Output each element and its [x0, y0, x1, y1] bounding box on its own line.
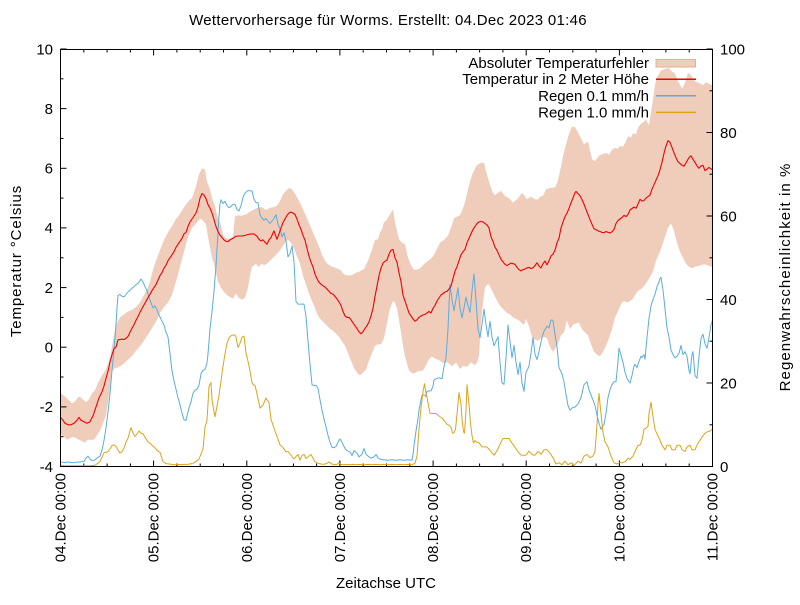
- svg-text:05.Dec 00:00: 05.Dec 00:00: [146, 473, 163, 562]
- svg-text:09.Dec 00:00: 09.Dec 00:00: [518, 473, 535, 562]
- svg-text:Regen 1.0 mm/h: Regen 1.0 mm/h: [538, 105, 649, 122]
- svg-text:Wettervorhersage für Worms. Er: Wettervorhersage für Worms. Erstellt: 04…: [189, 12, 587, 29]
- svg-text:-4: -4: [40, 459, 53, 476]
- svg-text:Zeitachse UTC: Zeitachse UTC: [336, 575, 436, 592]
- svg-text:60: 60: [720, 208, 737, 225]
- svg-text:Absoluter Temperaturfehler: Absoluter Temperaturfehler: [468, 55, 649, 72]
- svg-text:100: 100: [720, 41, 745, 58]
- svg-text:2: 2: [45, 280, 53, 297]
- svg-text:Temperatur in 2 Meter Höhe: Temperatur in 2 Meter Höhe: [462, 71, 649, 88]
- svg-text:4: 4: [45, 220, 53, 237]
- svg-text:80: 80: [720, 125, 737, 142]
- svg-text:0: 0: [45, 340, 53, 357]
- svg-text:8: 8: [45, 101, 53, 118]
- svg-text:10.Dec 00:00: 10.Dec 00:00: [611, 473, 628, 562]
- svg-text:Temperatur °Celsius: Temperatur °Celsius: [8, 185, 25, 337]
- svg-text:11.Dec 00:00: 11.Dec 00:00: [705, 473, 722, 561]
- svg-text:20: 20: [720, 375, 737, 392]
- svg-text:04.Dec 00:00: 04.Dec 00:00: [53, 473, 70, 562]
- svg-text:0: 0: [720, 459, 728, 476]
- svg-text:06.Dec 00:00: 06.Dec 00:00: [239, 473, 256, 562]
- svg-text:Regenwahrscheinlichkeit in %: Regenwahrscheinlichkeit in %: [777, 163, 794, 392]
- svg-text:10: 10: [36, 41, 53, 58]
- svg-text:-2: -2: [40, 399, 53, 416]
- svg-text:6: 6: [45, 161, 53, 178]
- svg-text:40: 40: [720, 292, 737, 309]
- svg-text:07.Dec 00:00: 07.Dec 00:00: [332, 473, 349, 562]
- svg-text:08.Dec 00:00: 08.Dec 00:00: [425, 473, 442, 562]
- svg-text:Regen 0.1 mm/h: Regen 0.1 mm/h: [538, 88, 649, 105]
